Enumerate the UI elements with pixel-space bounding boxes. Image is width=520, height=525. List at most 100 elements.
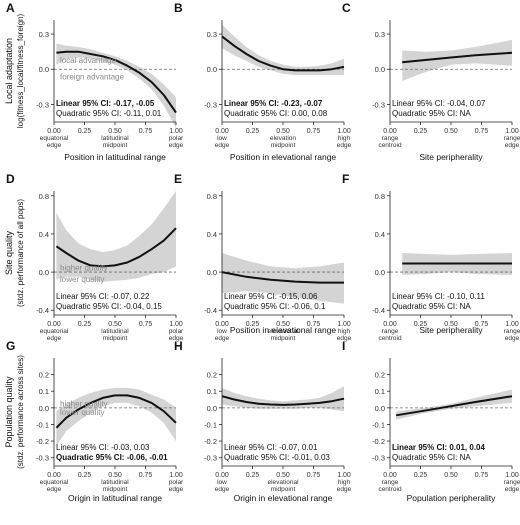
x-axis-label: Origin in elevational range bbox=[234, 493, 333, 503]
panel-G: G0.20.10.0-0.1-0.2-0.30.00 equatorial edge… bbox=[6, 339, 184, 503]
x-tick-label: 0.25 bbox=[414, 128, 428, 135]
x-tick-label: 0.00 range centroid bbox=[378, 472, 402, 493]
y-tick-label: -0.1 bbox=[372, 420, 385, 429]
x-tick-label-line: 0.25 bbox=[246, 472, 260, 479]
x-tick-label-line: 0.50 bbox=[444, 128, 458, 135]
x-tick-label-line: 1.00 bbox=[505, 321, 519, 328]
fit-line bbox=[56, 50, 177, 114]
x-tick-label: 1.00 high edge bbox=[337, 321, 352, 342]
x-tick-label: 0.50 latitudinal midpoint bbox=[101, 321, 129, 342]
x-axis-label: Position in elevational range bbox=[230, 152, 337, 162]
y-tick-label: 0.0 bbox=[375, 65, 385, 74]
x-tick-label-line: 0.25 bbox=[246, 321, 260, 328]
x-tick-label-line: 1.00 bbox=[169, 472, 183, 479]
x-tick-label: 0.25 bbox=[246, 321, 260, 328]
x-tick-label-line: edge bbox=[47, 142, 62, 149]
x-tick-label-line: 0.00 bbox=[215, 472, 229, 479]
x-tick-label-line: edge bbox=[169, 335, 184, 342]
y-tick-label: 0.8 bbox=[375, 192, 385, 201]
x-tick-label-line: 0.50 bbox=[276, 321, 290, 328]
x-tick-label-line: 0.25 bbox=[414, 472, 428, 479]
x-tick-label: 0.25 bbox=[414, 321, 428, 328]
x-tick-label: 0.75 bbox=[307, 321, 321, 328]
x-tick-label-line: 0.50 bbox=[276, 128, 290, 135]
x-tick-label-line: edge bbox=[337, 335, 352, 342]
panel-letter: A bbox=[6, 1, 15, 15]
x-tick-label-line: edge bbox=[337, 486, 352, 493]
x-tick-label-line: 0.25 bbox=[414, 321, 428, 328]
x-tick-label-line: edge bbox=[337, 142, 352, 149]
y-tick-label: -0.2 bbox=[36, 437, 49, 446]
x-tick-label-line: 0.75 bbox=[307, 128, 321, 135]
x-tick-label: 1.00 high edge bbox=[337, 472, 352, 493]
x-tick-label-line: 0.75 bbox=[139, 321, 153, 328]
y-tick-label: 0.1 bbox=[207, 387, 217, 396]
row-ylabel-3: Population quality (stdz. performance acr… bbox=[4, 355, 25, 469]
x-tick-label-line: 0.75 bbox=[475, 128, 489, 135]
panel-letter: B bbox=[174, 1, 183, 15]
x-tick-label-line: equatorial bbox=[40, 135, 69, 142]
row-ylabel-line-2: (stdz. performance across sites) bbox=[16, 355, 25, 469]
x-tick-label-line: 0.00 bbox=[383, 128, 397, 135]
y-tick-label: 0.8 bbox=[207, 192, 217, 201]
x-tick-label-line: 0.50 bbox=[108, 128, 122, 135]
y-tick-label: -0.4 bbox=[372, 306, 385, 315]
y-tick-label: 0.0 bbox=[39, 65, 49, 74]
x-tick-label-line: edge bbox=[47, 486, 62, 493]
x-axis-label: Site peripherality bbox=[419, 325, 483, 335]
y-tick-label: -0.3 bbox=[372, 100, 385, 109]
x-tick-label: 0.25 bbox=[78, 321, 92, 328]
x-tick-label-line: range bbox=[382, 479, 399, 486]
x-tick-label: 0.25 bbox=[246, 472, 260, 479]
x-tick-label-line: 0.25 bbox=[246, 128, 260, 135]
x-tick-label-line: midpoint bbox=[103, 142, 128, 149]
reference-label: local advantage bbox=[60, 56, 117, 65]
panel-letter: G bbox=[6, 339, 15, 353]
ci-stat-text: Linear 95% CI: -0.17, -0.05 bbox=[56, 99, 155, 108]
x-tick-label: 0.00 equatorial edge bbox=[40, 472, 69, 493]
x-tick-label: 0.75 bbox=[475, 472, 489, 479]
x-tick-label-line: high bbox=[338, 479, 351, 486]
y-tick-label: -0.2 bbox=[372, 437, 385, 446]
x-tick-label-line: 0.00 bbox=[47, 128, 61, 135]
y-tick-label: -0.1 bbox=[204, 420, 217, 429]
x-tick-label-line: equatorial bbox=[40, 328, 69, 335]
fit-line bbox=[55, 394, 177, 429]
panel-letter: C bbox=[342, 1, 351, 15]
x-tick-label: 1.00 high edge bbox=[337, 128, 352, 149]
reference-label: lower quality bbox=[60, 408, 104, 417]
x-tick-label-line: 1.00 bbox=[337, 128, 351, 135]
y-tick-label: -0.3 bbox=[204, 100, 217, 109]
x-tick-label-line: range bbox=[382, 135, 399, 142]
x-tick-label: 0.50 bbox=[444, 472, 458, 479]
ci-stat-text: Linear 95% CI: -0.07, 0.01 bbox=[224, 443, 318, 452]
x-tick-label-line: midpoint bbox=[103, 486, 128, 493]
x-tick-label: 0.00 low edge bbox=[215, 321, 230, 342]
x-tick-label-line: 1.00 bbox=[505, 128, 519, 135]
ci-stat-text: Linear 95% CI: -0.03, 0.03 bbox=[56, 443, 150, 452]
x-tick-label-line: elevation bbox=[270, 135, 296, 142]
y-tick-label: 0.0 bbox=[375, 404, 385, 413]
x-axis-label: Site peripherality bbox=[419, 152, 483, 162]
x-tick-label: 0.75 bbox=[475, 128, 489, 135]
x-tick-label-line: latitudinal bbox=[101, 479, 129, 486]
y-tick-label: -0.3 bbox=[372, 454, 385, 463]
x-tick-label-line: edge bbox=[505, 486, 520, 493]
x-tick-label-line: low bbox=[217, 479, 227, 486]
y-tick-label: 0.3 bbox=[207, 30, 217, 39]
x-tick-label-line: 1.00 bbox=[337, 472, 351, 479]
row-ylabel-line-2: (stdz. performance of all pops) bbox=[16, 199, 25, 307]
x-tick-label-line: elevational bbox=[267, 479, 299, 486]
x-tick-label-line: edge bbox=[169, 486, 184, 493]
y-tick-label: 0.0 bbox=[39, 268, 49, 277]
x-tick-label-line: 0.50 bbox=[108, 472, 122, 479]
x-tick-label-line: low bbox=[217, 135, 227, 142]
x-tick-label-line: edge bbox=[215, 486, 230, 493]
fit-line bbox=[221, 35, 345, 72]
x-tick-label-line: elevational bbox=[267, 328, 299, 335]
y-tick-label: 0.2 bbox=[39, 371, 49, 380]
x-tick-label-line: centroid bbox=[378, 335, 402, 342]
